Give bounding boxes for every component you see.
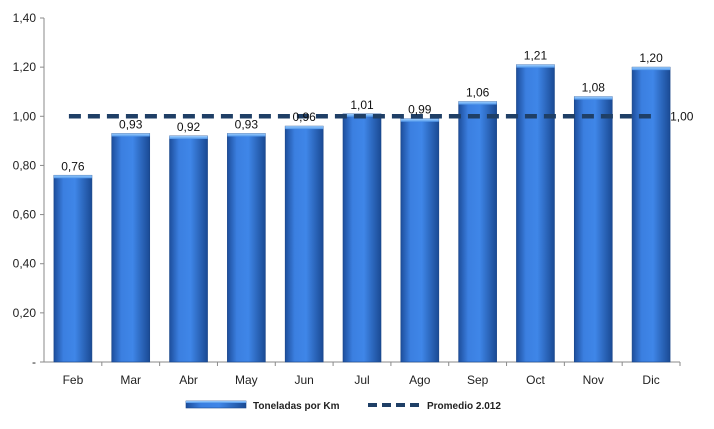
data-label: 0,92 bbox=[177, 120, 201, 134]
bar-top-may bbox=[227, 133, 266, 137]
data-labels: 0,76 0,93 0,92 0,93 0,96 1,01 0,99 1,06 1,21 1,08… bbox=[61, 49, 694, 174]
bar-top-feb bbox=[53, 175, 92, 179]
bar-top-oct bbox=[516, 64, 555, 68]
y-tick-label: 0,60 bbox=[13, 208, 37, 222]
bar-top-abr bbox=[169, 135, 208, 139]
bar-jun bbox=[284, 125, 324, 363]
x-tick-label: Abr bbox=[179, 373, 198, 387]
data-label: 1,20 bbox=[639, 51, 663, 65]
x-tick-label: Ago bbox=[409, 373, 431, 387]
bar-nov bbox=[573, 96, 613, 363]
data-label: 1,08 bbox=[582, 81, 606, 95]
bar-sep bbox=[458, 101, 497, 363]
legend-label-bars: Toneladas por Km bbox=[253, 401, 340, 412]
y-tick-label: 1,00 bbox=[13, 109, 37, 123]
x-tick-label: Oct bbox=[526, 373, 545, 387]
x-tick-label: Nov bbox=[583, 373, 604, 387]
y-tick-label: 0,20 bbox=[13, 306, 37, 320]
y-tick-label: 1,40 bbox=[13, 11, 37, 25]
y-tick-label: - bbox=[32, 355, 36, 369]
x-tick-label: Feb bbox=[63, 373, 84, 387]
x-tick-label: Jul bbox=[354, 373, 369, 387]
legend-label-average: Promedio 2.012 bbox=[427, 401, 501, 412]
legend: Toneladas por Km Promedio 2.012 bbox=[185, 400, 501, 412]
bar-dic bbox=[631, 66, 671, 363]
bar-top-mar bbox=[111, 133, 150, 137]
x-tick-label: Dic bbox=[642, 373, 659, 387]
bar-abr bbox=[169, 135, 208, 363]
data-label: 0,93 bbox=[235, 117, 259, 131]
bar-top-nov bbox=[574, 96, 613, 100]
legend-swatch-bars-top bbox=[186, 401, 246, 403]
bar-top-sep bbox=[458, 101, 497, 105]
bar-ago bbox=[400, 118, 440, 363]
bar-oct bbox=[516, 64, 555, 363]
data-label: 0,93 bbox=[119, 117, 143, 131]
y-tick-label: 0,40 bbox=[13, 257, 37, 271]
x-tick-label: Jun bbox=[295, 373, 314, 387]
data-label: 1,06 bbox=[466, 86, 490, 100]
bar-jul bbox=[342, 113, 382, 363]
data-label: 0,96 bbox=[293, 110, 317, 124]
bars bbox=[53, 64, 671, 363]
bar-feb bbox=[53, 174, 93, 363]
data-label: 1,21 bbox=[524, 49, 548, 63]
bar-top-dic bbox=[632, 67, 671, 71]
y-tick-label: 1,20 bbox=[13, 60, 37, 74]
data-label: 0,99 bbox=[408, 103, 432, 117]
bar-top-ago bbox=[400, 118, 439, 122]
y-tick-label: 0,80 bbox=[13, 158, 37, 172]
bar-top-jun bbox=[285, 126, 324, 130]
bar-mar bbox=[111, 133, 151, 363]
x-tick-label: Mar bbox=[120, 373, 141, 387]
bar-may bbox=[227, 133, 266, 363]
data-label: 0,76 bbox=[61, 159, 85, 173]
x-tick-label: Sep bbox=[467, 373, 489, 387]
x-tick-label: May bbox=[235, 373, 258, 387]
axes: - 0,20 0,40 0,60 0,80 1,00 1,20 1,40 Feb Mar Abr Ma… bbox=[13, 11, 681, 387]
average-label: 1,00 bbox=[670, 109, 694, 123]
data-label: 1,01 bbox=[350, 98, 374, 112]
